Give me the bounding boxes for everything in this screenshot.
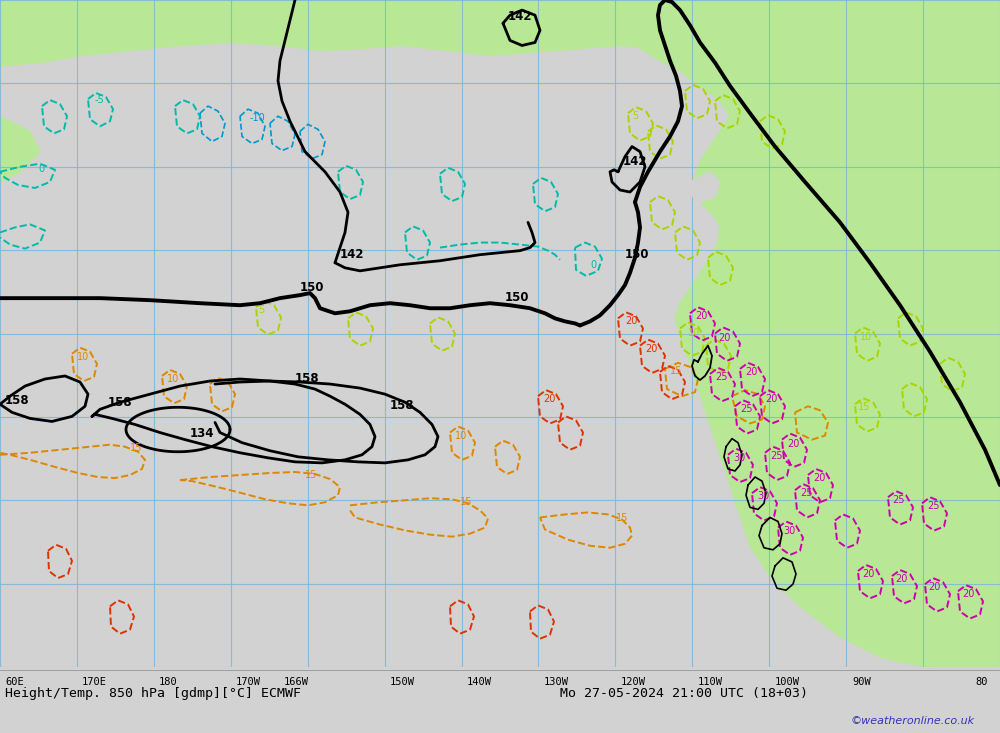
Text: -10: -10 (250, 114, 266, 123)
Text: 30: 30 (733, 453, 745, 463)
Text: 15: 15 (858, 402, 870, 413)
Text: 20: 20 (813, 473, 825, 483)
Text: 130W: 130W (544, 677, 569, 687)
Polygon shape (690, 172, 720, 202)
Text: 20: 20 (962, 589, 974, 600)
Text: Height/Temp. 850 hPa [gdmp][°C] ECMWF: Height/Temp. 850 hPa [gdmp][°C] ECMWF (5, 687, 301, 700)
Text: 134: 134 (190, 427, 214, 440)
Polygon shape (0, 117, 40, 182)
Polygon shape (0, 0, 1000, 66)
Text: 20: 20 (695, 312, 707, 321)
Text: 110W: 110W (698, 677, 723, 687)
Text: 142: 142 (340, 248, 364, 261)
Text: 20: 20 (745, 367, 757, 377)
Text: 25: 25 (740, 405, 753, 414)
Text: 10: 10 (167, 374, 179, 384)
Text: 25: 25 (800, 488, 812, 498)
Text: 25: 25 (715, 372, 728, 382)
Text: 30: 30 (757, 491, 769, 501)
Text: 170E: 170E (82, 677, 107, 687)
Text: 20: 20 (718, 333, 730, 342)
Text: 25: 25 (927, 501, 940, 512)
Text: 15: 15 (305, 470, 317, 480)
Text: 20: 20 (895, 574, 907, 584)
Text: 180: 180 (159, 677, 178, 687)
Text: ©weatheronline.co.uk: ©weatheronline.co.uk (851, 716, 975, 726)
Text: 150: 150 (505, 291, 530, 304)
Text: 120W: 120W (621, 677, 646, 687)
Text: 60E: 60E (5, 677, 24, 687)
Text: 166W: 166W (284, 677, 309, 687)
Text: 10: 10 (860, 331, 872, 342)
Text: 20: 20 (928, 582, 940, 592)
Text: 140W: 140W (467, 677, 492, 687)
Text: 150W: 150W (390, 677, 415, 687)
Text: 15: 15 (460, 497, 472, 507)
Text: 15: 15 (130, 443, 142, 453)
Text: 158: 158 (108, 397, 133, 409)
Text: 150: 150 (300, 281, 324, 294)
Text: 10: 10 (77, 352, 89, 362)
Text: 80: 80 (975, 677, 988, 687)
Text: 15: 15 (616, 514, 628, 523)
Text: 158: 158 (5, 394, 30, 408)
Text: 170W: 170W (236, 677, 261, 687)
Polygon shape (195, 81, 250, 103)
Text: 10: 10 (688, 328, 700, 337)
Text: 20: 20 (787, 439, 799, 449)
Text: 5: 5 (258, 306, 264, 315)
Text: 158: 158 (390, 399, 415, 413)
Polygon shape (620, 0, 1000, 667)
Text: 150: 150 (625, 248, 650, 261)
Text: 10: 10 (455, 430, 467, 441)
Text: 25: 25 (770, 451, 782, 461)
Text: 25: 25 (892, 496, 904, 505)
Text: 20: 20 (645, 344, 657, 354)
Text: 100W: 100W (775, 677, 800, 687)
Text: -5: -5 (95, 95, 105, 105)
Text: 142: 142 (623, 155, 648, 168)
Text: 0: 0 (590, 259, 596, 270)
Text: 15: 15 (670, 366, 682, 376)
Text: 20: 20 (765, 394, 777, 404)
Text: 20: 20 (862, 569, 874, 579)
Text: 90W: 90W (852, 677, 871, 687)
Text: 0: 0 (38, 163, 44, 174)
Text: 30: 30 (783, 526, 795, 536)
Text: 158: 158 (295, 372, 320, 385)
Text: 20: 20 (625, 317, 637, 326)
Text: Mo 27-05-2024 21:00 UTC (18+03): Mo 27-05-2024 21:00 UTC (18+03) (560, 687, 808, 700)
Text: 142: 142 (508, 10, 532, 23)
Text: 20: 20 (543, 394, 555, 404)
Text: 5: 5 (632, 111, 638, 121)
